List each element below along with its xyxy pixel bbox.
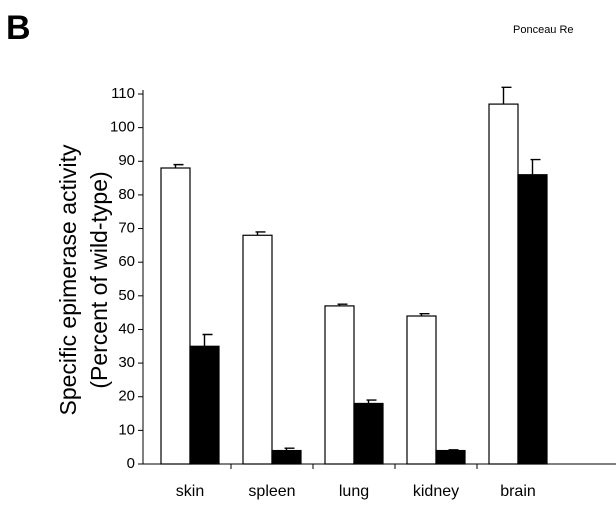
bar <box>324 305 355 465</box>
error-bar <box>530 158 541 175</box>
error-bar <box>202 333 213 347</box>
y-tick-label: 50 <box>118 287 135 304</box>
y-tick-label: 90 <box>118 152 135 169</box>
error-bar <box>173 163 184 168</box>
y-tick-label: 80 <box>118 186 135 203</box>
bar <box>160 167 191 465</box>
bar <box>353 402 384 465</box>
bar <box>406 315 437 465</box>
error-bar <box>501 86 512 105</box>
y-axis-title-line: (Percent of wild-type) <box>86 171 112 388</box>
y-tick-label: 70 <box>118 220 135 237</box>
error-bar <box>419 312 430 316</box>
y-tick-label: 40 <box>118 320 135 337</box>
bar <box>189 345 220 465</box>
bar <box>435 449 466 465</box>
bar <box>488 103 519 465</box>
error-bar <box>337 303 348 306</box>
bar <box>242 234 273 465</box>
x-tick-label: kidney <box>413 483 459 500</box>
y-tick-label: 0 <box>127 455 135 472</box>
y-tick-label: 20 <box>118 388 135 405</box>
error-bar <box>366 399 377 404</box>
bar <box>271 449 302 465</box>
x-tick-label: lung <box>339 483 369 500</box>
x-tick-label: brain <box>500 483 536 500</box>
error-bar <box>284 447 295 451</box>
error-bar <box>255 231 266 236</box>
x-tick-label: skin <box>176 483 204 500</box>
y-tick-label: 10 <box>118 421 135 438</box>
y-tick-label: 100 <box>110 119 135 136</box>
y-tick-label: 110 <box>111 85 135 102</box>
x-tick-label: spleen <box>248 483 295 500</box>
bar <box>517 174 548 465</box>
side-text: Ponceau Re <box>513 24 574 36</box>
error-bar <box>448 449 459 451</box>
y-axis-title: Specific epimerase activity (Percent of … <box>55 144 112 415</box>
panel-label: B <box>6 9 31 47</box>
y-tick-label: 60 <box>118 253 135 270</box>
y-axis-title-line: Specific epimerase activity <box>55 144 81 415</box>
y-tick-label: 30 <box>118 354 135 371</box>
